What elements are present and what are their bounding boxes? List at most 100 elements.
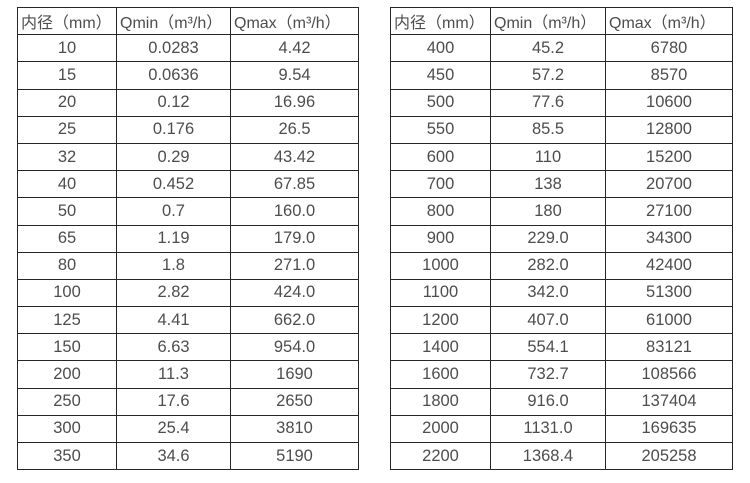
table-cell: 916.0: [490, 387, 606, 416]
table-cell: 1.19: [116, 224, 231, 253]
table-cell: 450: [390, 61, 491, 90]
table-cell: 0.0283: [116, 34, 231, 63]
table-cell: 350: [17, 441, 117, 471]
table-row: 25 0.176 26.5: [17, 115, 359, 144]
table-header-row: 内径（mm） Qmin（m³/h） Qmax（m³/h）: [17, 6, 359, 36]
table-cell: 1690: [230, 360, 359, 389]
table-cell: 6780: [605, 34, 733, 63]
table-cell: 900: [390, 224, 491, 253]
table-cell: 662.0: [230, 306, 359, 335]
table-row: 1400 554.1 83121: [390, 333, 733, 362]
table-cell: 700: [390, 170, 491, 199]
table-cell: 0.29: [116, 142, 231, 172]
table-cell: 32: [17, 142, 117, 172]
table-row: 450 57.2 8570: [390, 61, 733, 90]
table-cell: 169635: [605, 414, 733, 444]
column-header-qmin: Qmin（m³/h）: [116, 6, 231, 36]
table-cell: 20: [17, 88, 117, 117]
table-cell: 160.0: [230, 197, 359, 226]
table-cell: 1368.4: [490, 441, 606, 471]
table-cell: 11.3: [116, 360, 231, 389]
table-cell: 179.0: [230, 224, 359, 253]
table-cell: 10: [17, 34, 117, 63]
table-cell: 67.85: [230, 170, 359, 199]
table-body: 400 45.2 6780 450 57.2 8570 500 77.6 10600 550 85.…: [390, 34, 733, 471]
table-cell: 34.6: [116, 441, 231, 471]
table-cell: 282.0: [490, 251, 606, 280]
table-cell: 400: [390, 34, 491, 63]
table-cell: 9.54: [230, 61, 359, 90]
table-cell: 3810: [230, 414, 359, 444]
table-cell: 250: [17, 387, 117, 416]
table-cell: 1000: [390, 251, 491, 280]
table-cell: 500: [390, 88, 491, 117]
table-cell: 50: [17, 197, 117, 226]
table-row: 50 0.7 160.0: [17, 197, 359, 226]
table-cell: 4.42: [230, 34, 359, 63]
column-header-qmax: Qmax（m³/h）: [605, 6, 733, 36]
table-cell: 108566: [605, 360, 733, 389]
table-row: 200 11.3 1690: [17, 360, 359, 389]
column-header-inner-diameter: 内径（mm）: [17, 6, 117, 36]
table-cell: 6.63: [116, 333, 231, 362]
table-cell: 800: [390, 197, 491, 226]
table-cell: 1100: [390, 278, 491, 308]
table-row: 250 17.6 2650: [17, 387, 359, 416]
table-header-row: 内径（mm） Qmin（m³/h） Qmax（m³/h）: [390, 6, 733, 36]
table-row: 300 25.4 3810: [17, 414, 359, 444]
table-cell: 40: [17, 170, 117, 199]
table-row: 100 2.82 424.0: [17, 278, 359, 308]
table-cell: 12800: [605, 115, 733, 144]
table-cell: 20700: [605, 170, 733, 199]
table-cell: 110: [490, 142, 606, 172]
table-row: 400 45.2 6780: [390, 34, 733, 63]
table-cell: 732.7: [490, 360, 606, 389]
table-cell: 15200: [605, 142, 733, 172]
table-cell: 2200: [390, 441, 491, 471]
table-cell: 2000: [390, 414, 491, 444]
table-cell: 1.8: [116, 251, 231, 280]
table-row: 900 229.0 34300: [390, 224, 733, 253]
table-cell: 16.96: [230, 88, 359, 117]
table-row: 500 77.6 10600: [390, 88, 733, 117]
table-row: 700 138 20700: [390, 170, 733, 199]
table-cell: 34300: [605, 224, 733, 253]
table-row: 80 1.8 271.0: [17, 251, 359, 280]
table-cell: 180: [490, 197, 606, 226]
table-cell: 954.0: [230, 333, 359, 362]
table-cell: 1600: [390, 360, 491, 389]
flow-spec-table-right: 内径（mm） Qmin（m³/h） Qmax（m³/h） 400 45.2 6780…: [390, 6, 733, 471]
flow-spec-table-left: 内径（mm） Qmin（m³/h） Qmax（m³/h） 10 0.0283 4.4…: [17, 6, 359, 471]
table-row: 15 0.0636 9.54: [17, 61, 359, 90]
column-header-inner-diameter: 内径（mm）: [390, 6, 491, 36]
table-cell: 600: [390, 142, 491, 172]
table-cell: 407.0: [490, 306, 606, 335]
table-cell: 27100: [605, 197, 733, 226]
table-cell: 25: [17, 115, 117, 144]
table-cell: 342.0: [490, 278, 606, 308]
table-cell: 65: [17, 224, 117, 253]
table-row: 350 34.6 5190: [17, 441, 359, 471]
table-cell: 2650: [230, 387, 359, 416]
table-cell: 205258: [605, 441, 733, 471]
table-cell: 1400: [390, 333, 491, 362]
table-cell: 77.6: [490, 88, 606, 117]
table-row: 800 180 27100: [390, 197, 733, 226]
table-cell: 85.5: [490, 115, 606, 144]
table-cell: 1200: [390, 306, 491, 335]
table-row: 20 0.12 16.96: [17, 88, 359, 117]
table-cell: 271.0: [230, 251, 359, 280]
column-header-qmin: Qmin（m³/h）: [490, 6, 606, 36]
table-body: 10 0.0283 4.42 15 0.0636 9.54 20 0.12 16.96 25 0.1…: [17, 34, 359, 471]
column-header-qmax: Qmax（m³/h）: [230, 6, 359, 36]
table-cell: 554.1: [490, 333, 606, 362]
table-cell: 300: [17, 414, 117, 444]
table-cell: 80: [17, 251, 117, 280]
table-row: 550 85.5 12800: [390, 115, 733, 144]
table-row: 600 110 15200: [390, 142, 733, 172]
table-row: 150 6.63 954.0: [17, 333, 359, 362]
table-cell: 4.41: [116, 306, 231, 335]
table-cell: 200: [17, 360, 117, 389]
table-row: 1100 342.0 51300: [390, 278, 733, 308]
